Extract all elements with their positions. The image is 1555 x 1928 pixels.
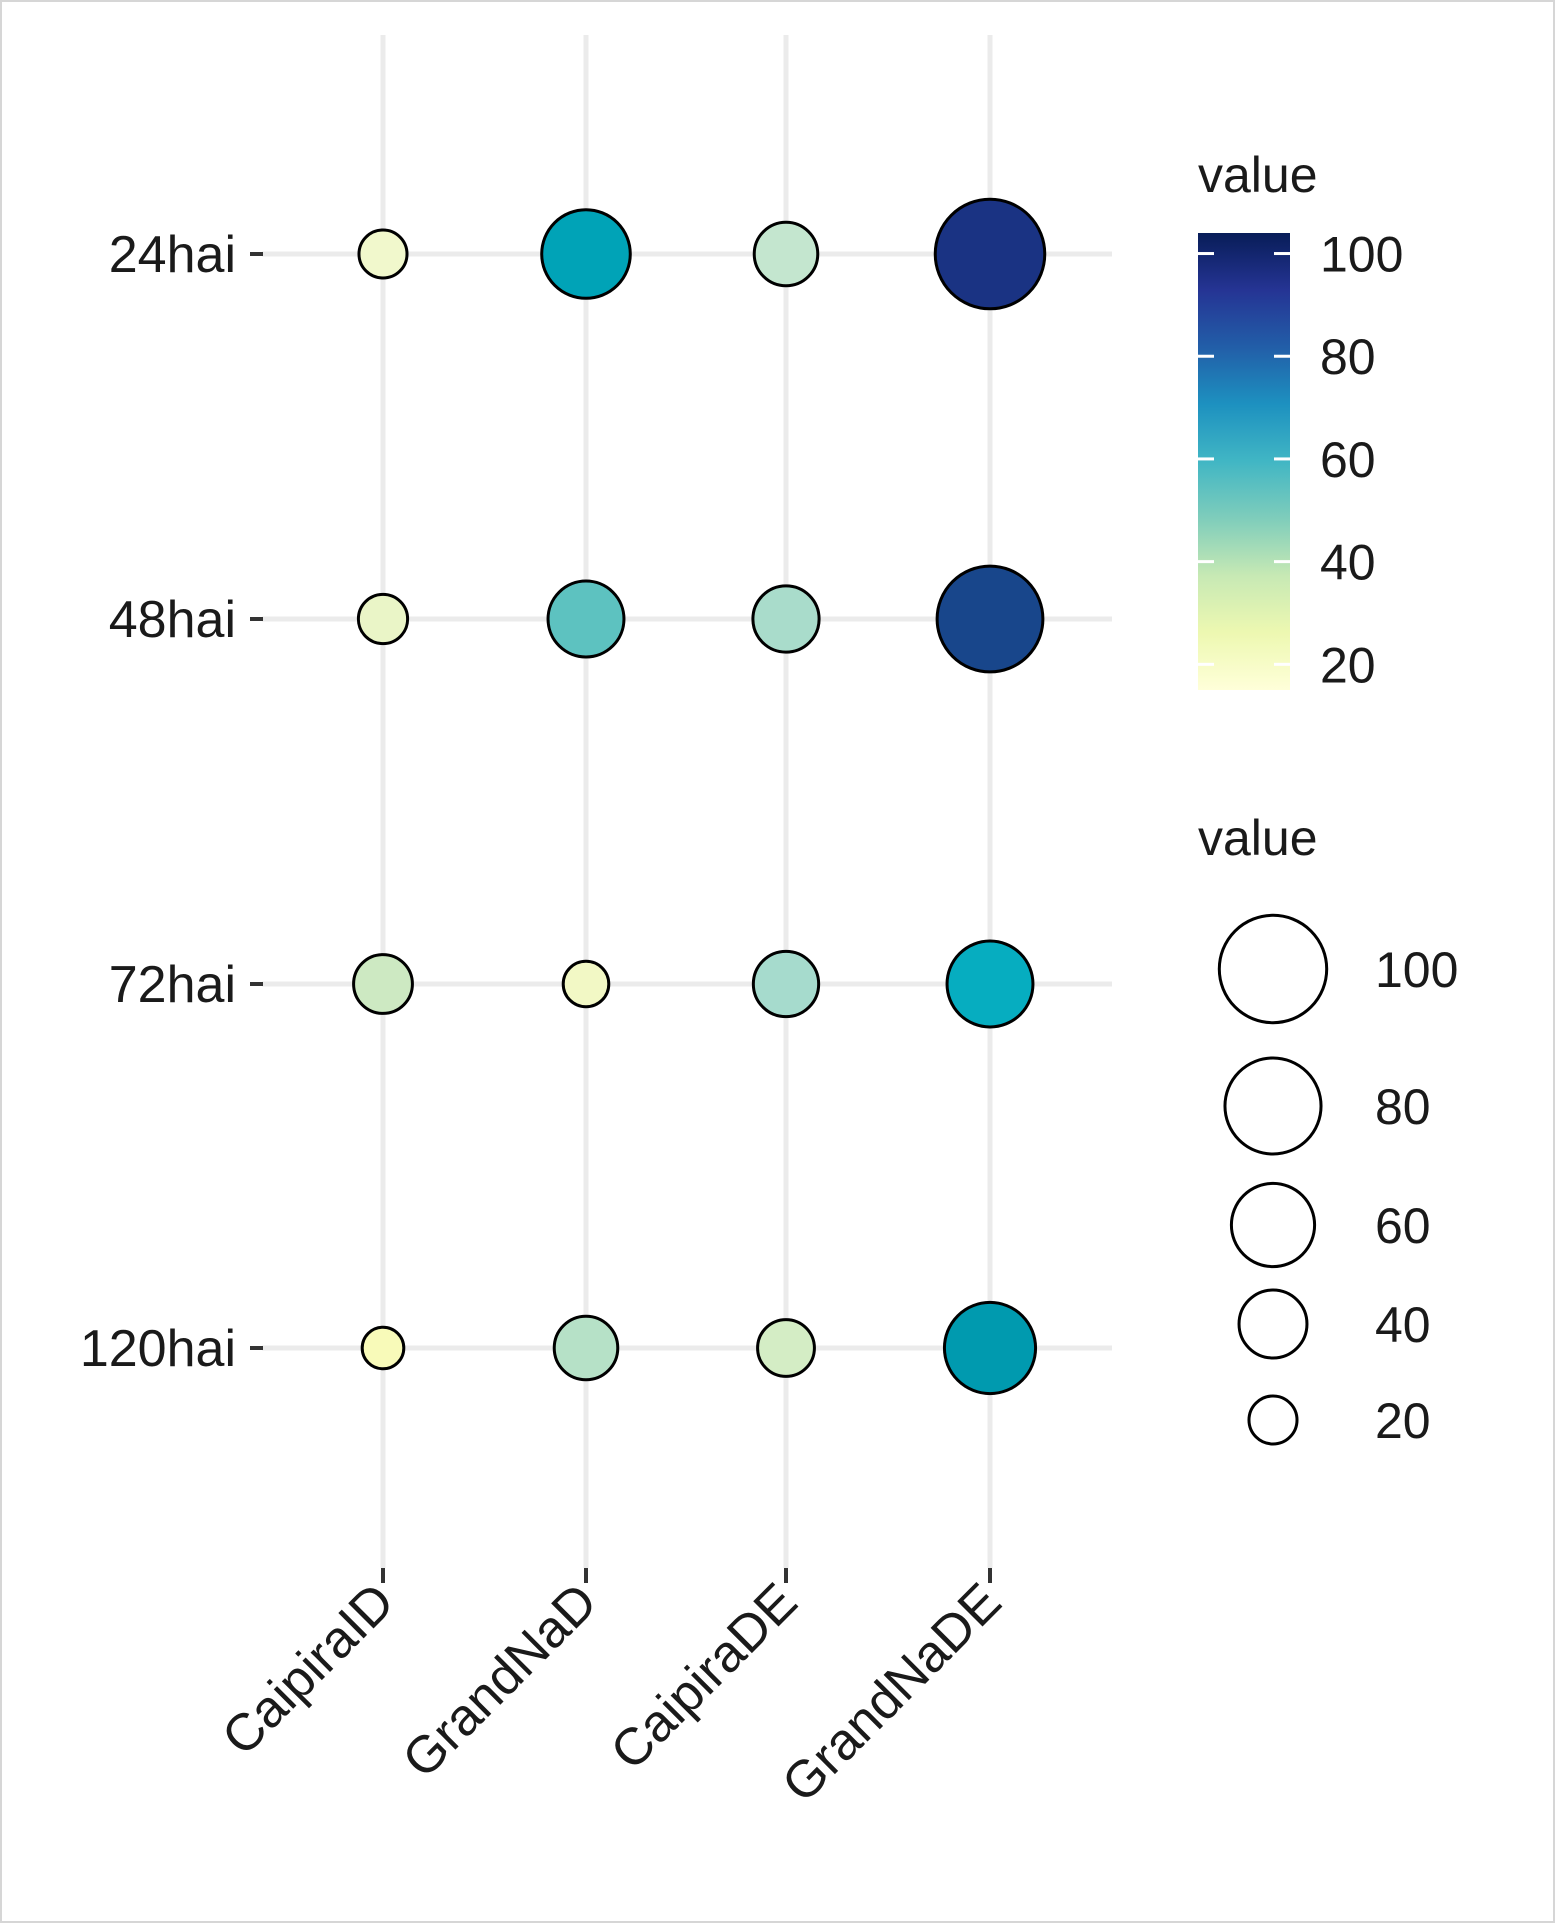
colorbar-tick-label: 100 xyxy=(1320,227,1403,283)
data-point xyxy=(357,228,409,280)
size-legend-label: 20 xyxy=(1375,1393,1431,1449)
color-legend: value 20 40 60 80 100 xyxy=(1198,147,1403,693)
data-point xyxy=(352,953,414,1015)
y-tick-label: 72hai xyxy=(109,956,236,1014)
size-legend-label: 80 xyxy=(1375,1079,1431,1135)
size-legend-label: 60 xyxy=(1375,1198,1431,1254)
size-legend-title: value xyxy=(1198,810,1318,866)
colorbar-tick-label: 80 xyxy=(1320,329,1376,385)
data-point xyxy=(933,197,1047,311)
size-legend-key xyxy=(1217,913,1329,1025)
size-legend-key xyxy=(1229,1181,1317,1269)
size-legend-key xyxy=(1223,1056,1323,1156)
data-point xyxy=(751,949,821,1019)
data-point xyxy=(935,564,1045,674)
x-tick-label: CaipiraDE xyxy=(600,1572,809,1781)
data-point xyxy=(360,1325,406,1371)
size-legend-label: 40 xyxy=(1375,1297,1431,1353)
colorbar-tick-label: 20 xyxy=(1320,637,1376,693)
data-point xyxy=(945,939,1035,1029)
x-tick-label: GrandNaD xyxy=(392,1572,609,1789)
color-legend-title: value xyxy=(1198,147,1318,203)
data-point xyxy=(751,584,821,654)
y-tick-label: 24hai xyxy=(109,226,236,284)
y-axis: 24hai 48hai 72hai 120hai xyxy=(80,226,263,1378)
colorbar-tick-label: 60 xyxy=(1320,432,1376,488)
data-point xyxy=(752,220,820,288)
data-point xyxy=(540,208,632,300)
data-points xyxy=(352,197,1047,1396)
y-tick-label: 48hai xyxy=(109,591,236,649)
data-point xyxy=(756,1318,816,1378)
colorbar-tick-label: 40 xyxy=(1320,535,1376,591)
size-legend-key xyxy=(1247,1394,1299,1446)
colorbar xyxy=(1198,233,1290,690)
size-legend: value 100 80 60 40 20 xyxy=(1198,810,1458,1449)
x-tick-label: GrandNaDE xyxy=(771,1572,1012,1813)
data-point xyxy=(356,592,410,646)
size-legend-label: 100 xyxy=(1375,942,1458,998)
x-tick-label: CaipiraID xyxy=(211,1572,405,1766)
data-point xyxy=(942,1300,1038,1396)
data-point xyxy=(546,579,626,659)
y-tick-label: 120hai xyxy=(80,1320,236,1378)
size-legend-key xyxy=(1237,1288,1309,1360)
data-point xyxy=(552,1314,620,1382)
data-point xyxy=(561,959,611,1009)
